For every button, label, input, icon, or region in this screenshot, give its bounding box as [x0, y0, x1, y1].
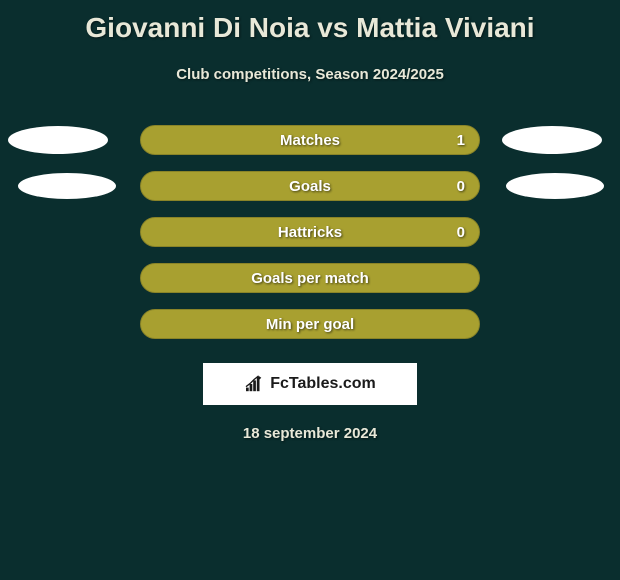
stat-value: 1: [457, 132, 465, 149]
subtitle: Club competitions, Season 2024/2025: [0, 66, 620, 83]
stat-bar: Matches 1: [140, 125, 480, 155]
stats-container: Matches 1 Goals 0 Hattricks 0 Goals per …: [0, 125, 620, 339]
stat-label: Goals per match: [251, 270, 369, 287]
logo-text: FcTables.com: [270, 375, 376, 393]
stat-row-hattricks: Hattricks 0: [0, 217, 620, 247]
stat-bar: Goals 0: [140, 171, 480, 201]
player-marker-left: [18, 173, 116, 199]
stat-bar: Min per goal: [140, 309, 480, 339]
player-marker-right: [502, 126, 602, 154]
stat-row-goals-per-match: Goals per match: [0, 263, 620, 293]
stat-bar: Goals per match: [140, 263, 480, 293]
stat-value: 0: [457, 178, 465, 195]
stat-bar: Hattricks 0: [140, 217, 480, 247]
stat-label: Matches: [280, 132, 340, 149]
stat-value: 0: [457, 224, 465, 241]
stat-label: Min per goal: [266, 316, 354, 333]
stat-row-min-per-goal: Min per goal: [0, 309, 620, 339]
logo-box: FcTables.com: [203, 363, 417, 405]
stat-row-matches: Matches 1: [0, 125, 620, 155]
page-title: Giovanni Di Noia vs Mattia Viviani: [0, 0, 620, 44]
stat-row-goals: Goals 0: [0, 171, 620, 201]
stat-label: Goals: [289, 178, 331, 195]
player-marker-left: [8, 126, 108, 154]
player-marker-right: [506, 173, 604, 199]
stat-label: Hattricks: [278, 224, 342, 241]
date-text: 18 september 2024: [0, 425, 620, 442]
chart-icon: [244, 375, 266, 393]
logo-content: FcTables.com: [244, 375, 376, 393]
